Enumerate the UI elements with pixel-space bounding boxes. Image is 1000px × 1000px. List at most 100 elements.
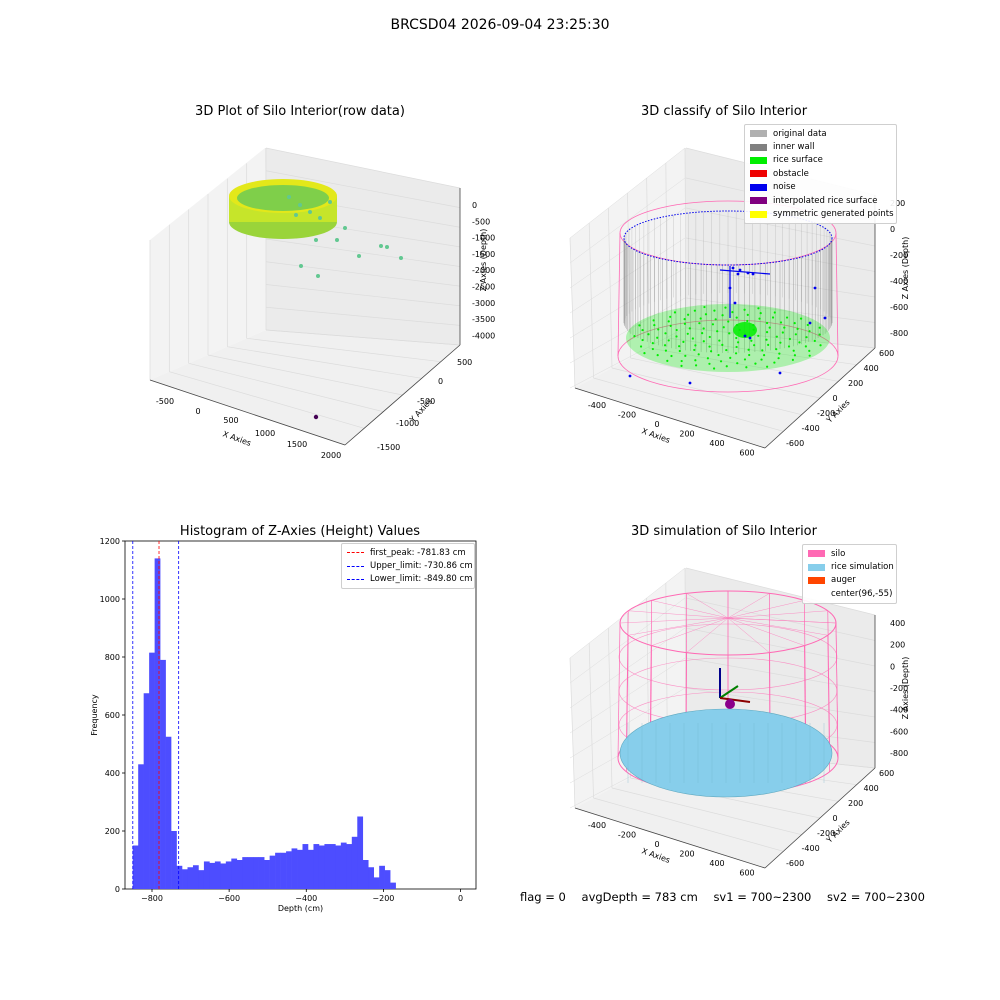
- rice-surface-point: [818, 326, 821, 329]
- histogram-bar: [351, 836, 358, 889]
- rice-surface-point: [748, 353, 751, 357]
- grid-line: [265, 329, 461, 346]
- rice-surface-point: [694, 364, 698, 367]
- legend-entry: Upper_limit: -730.86 cm: [347, 559, 473, 572]
- histogram-bar: [368, 867, 375, 889]
- rice-surface-point: [712, 367, 716, 370]
- rice-surface-point: [727, 320, 730, 323]
- histogram-bar: [302, 844, 309, 889]
- x-tick-label: 0: [195, 407, 200, 416]
- flag-text: flag = 0: [520, 890, 566, 904]
- rice-surface-point: [779, 321, 783, 324]
- x-tick-label: −400: [295, 894, 317, 903]
- rice-surface-point: [669, 315, 672, 318]
- rice-surface-point: [698, 322, 701, 325]
- raw-outlier-point: [399, 256, 403, 260]
- silo-outline-side: [835, 232, 839, 357]
- noise-point: [688, 381, 692, 385]
- rice-surface-point: [805, 336, 808, 339]
- rice-surface-point: [794, 333, 797, 336]
- legend-entry: interpolated rice surface: [750, 194, 891, 207]
- x-axis-label: X Axies: [640, 426, 671, 445]
- legend-swatch: [750, 156, 767, 164]
- rice-surface-point: [680, 364, 683, 368]
- histogram-bar: [253, 857, 259, 889]
- raw-outlier-point: [287, 195, 291, 199]
- rice-surface-point: [781, 331, 784, 334]
- rice-surface-point: [666, 359, 669, 362]
- grid-line: [569, 567, 686, 659]
- legend-label: rice surface: [773, 155, 823, 166]
- rice-surface-point: [773, 311, 776, 314]
- rice-surface-point: [697, 353, 700, 356]
- histogram-bar: [329, 844, 336, 889]
- legend-swatch: [750, 170, 767, 178]
- rice-surface-point: [813, 339, 816, 342]
- legend-swatch: [808, 550, 825, 558]
- rice-surface-point: [704, 313, 708, 316]
- x-tick-label: 600: [739, 869, 754, 878]
- rice-surface-point: [718, 339, 721, 342]
- noise-point: [813, 286, 817, 290]
- rice-surface-point: [663, 344, 667, 347]
- grid-line: [265, 170, 461, 208]
- y-tick-label: 800: [105, 653, 120, 662]
- simulation-3d-axes: -400-20002004006006004002000-200-400-600…: [569, 567, 910, 878]
- legend-label: obstacle: [773, 168, 809, 179]
- auger-axis-y: [719, 685, 739, 699]
- rice-surface-point: [678, 349, 681, 353]
- x-axis-line: [574, 387, 766, 449]
- histogram-bar: [225, 861, 232, 889]
- grid-line: [265, 306, 461, 326]
- histogram-bar: [379, 865, 385, 889]
- rice-surface-point: [762, 354, 766, 357]
- y-tick-label: 400: [864, 364, 879, 373]
- grid-line: [685, 267, 876, 298]
- rice-surface-point: [694, 344, 697, 347]
- rice-surface-point: [714, 318, 717, 321]
- noise-column: [719, 269, 771, 275]
- x-tick-label: -500: [156, 397, 174, 406]
- legend-swatch: [750, 210, 767, 218]
- rice-surface-point: [783, 326, 786, 329]
- grid-line: [265, 284, 461, 307]
- rice-surface-point: [719, 360, 723, 363]
- silo-roof-wire: [727, 617, 828, 636]
- z-tick-label: -1000: [472, 234, 495, 243]
- rice-surface-point: [765, 321, 769, 325]
- rice-surface-point: [717, 353, 720, 357]
- rice-surface-point: [713, 309, 716, 312]
- rice-surface-point: [683, 318, 686, 321]
- silo-roof-wire: [727, 617, 805, 646]
- legend-entry: rice surface: [750, 154, 891, 167]
- y-tick-label: 0: [833, 394, 838, 403]
- z-tick-label: -500: [472, 217, 490, 226]
- rice-surface-point: [670, 354, 673, 358]
- histogram-bar: [324, 844, 331, 889]
- histogram-bar: [297, 849, 303, 889]
- classify-plot-title: 3D classify of Silo Interior: [640, 104, 808, 119]
- rice-surface-point: [639, 345, 643, 348]
- y-tick-label: 400: [864, 784, 879, 793]
- grid-line: [227, 346, 422, 379]
- z-tick-label: -600: [890, 727, 908, 736]
- grid-line: [685, 597, 876, 641]
- z-tick-label: -1500: [472, 250, 495, 259]
- legend-swatch: [347, 565, 364, 567]
- grid-line: [246, 337, 441, 363]
- sv1-text: sv1 = 700~2300: [713, 890, 812, 904]
- z-tick-label: -400: [890, 706, 908, 715]
- histogram-bar: [280, 852, 287, 889]
- rice-surface-point: [771, 316, 775, 319]
- legend-entry: Lower_limit: -849.80 cm: [347, 573, 472, 586]
- histogram-bar: [220, 863, 227, 889]
- rice-surface-point: [735, 345, 738, 349]
- rice-surface-point: [667, 320, 670, 323]
- y-tick-label: 0: [438, 377, 443, 386]
- histogram-bar: [149, 652, 155, 889]
- rice-surface-point: [701, 332, 704, 335]
- z-tick-label: -800: [890, 329, 908, 338]
- z-tick-label: 0: [890, 662, 895, 671]
- rice-surface-point: [818, 333, 821, 336]
- rice-surface-point: [736, 341, 740, 344]
